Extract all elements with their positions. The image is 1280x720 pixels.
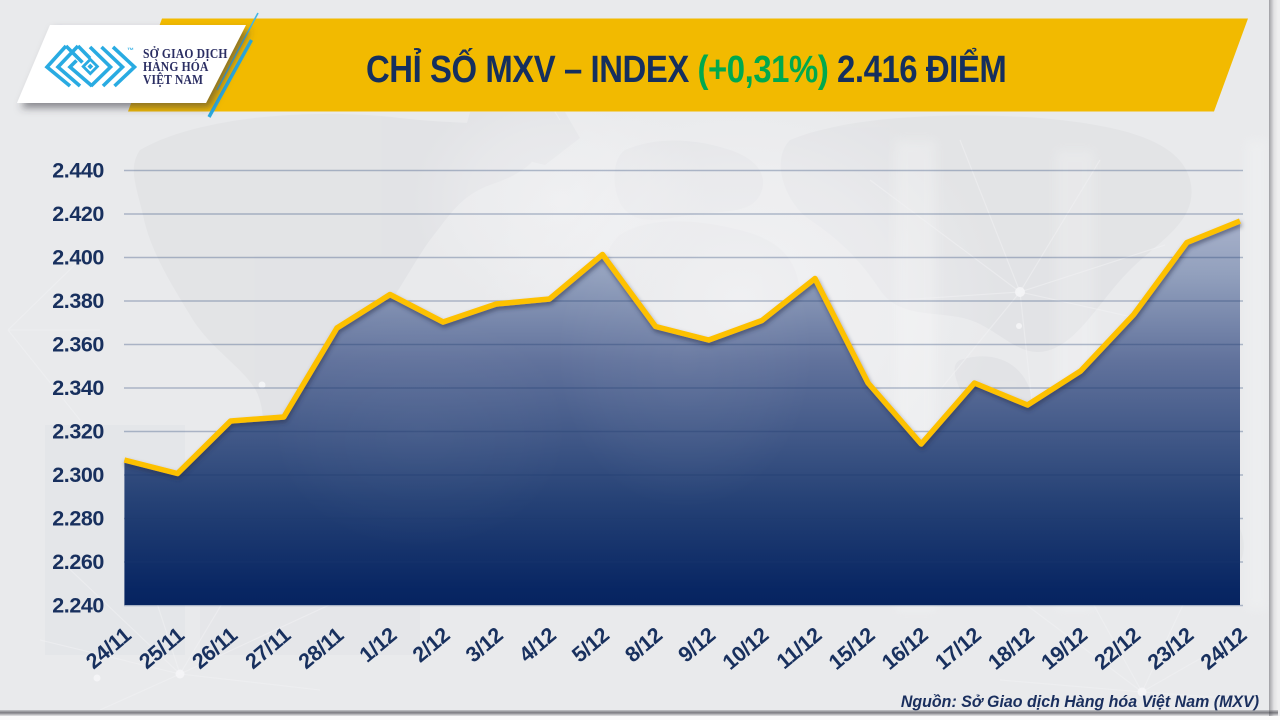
svg-text:2.260: 2.260 xyxy=(52,550,104,574)
svg-text:11/12: 11/12 xyxy=(772,623,827,674)
svg-text:10/12: 10/12 xyxy=(718,623,773,675)
svg-text:8/12: 8/12 xyxy=(621,623,668,668)
svg-text:9/12: 9/12 xyxy=(674,623,721,668)
svg-text:2.420: 2.420 xyxy=(52,202,104,226)
svg-text:26/11: 26/11 xyxy=(188,623,243,674)
svg-text:5/12: 5/12 xyxy=(567,623,614,668)
svg-text:22/12: 22/12 xyxy=(1090,623,1145,675)
svg-text:24/11: 24/11 xyxy=(81,623,136,674)
svg-text:2.380: 2.380 xyxy=(52,289,104,313)
svg-text:15/12: 15/12 xyxy=(824,623,879,675)
svg-text:2.340: 2.340 xyxy=(52,376,104,400)
svg-text:25/11: 25/11 xyxy=(135,623,190,674)
svg-text:2.400: 2.400 xyxy=(52,246,104,270)
svg-text:28/11: 28/11 xyxy=(294,623,349,674)
svg-text:24/12: 24/12 xyxy=(1196,623,1251,675)
svg-text:2.240: 2.240 xyxy=(52,594,104,618)
svg-text:™: ™ xyxy=(127,48,134,55)
svg-text:16/12: 16/12 xyxy=(877,623,932,675)
svg-text:2.300: 2.300 xyxy=(52,463,104,487)
svg-text:19/12: 19/12 xyxy=(1037,623,1092,675)
svg-text:1/12: 1/12 xyxy=(355,623,402,668)
svg-text:4/12: 4/12 xyxy=(514,623,561,668)
svg-text:2.320: 2.320 xyxy=(52,420,104,444)
svg-text:23/12: 23/12 xyxy=(1143,623,1198,675)
svg-text:17/12: 17/12 xyxy=(930,623,985,675)
svg-text:2.360: 2.360 xyxy=(52,333,104,357)
svg-text:2.280: 2.280 xyxy=(52,507,104,531)
svg-text:3/12: 3/12 xyxy=(461,623,508,668)
svg-text:27/11: 27/11 xyxy=(241,623,296,674)
svg-text:18/12: 18/12 xyxy=(984,623,1039,675)
svg-text:2/12: 2/12 xyxy=(408,623,455,668)
svg-text:2.440: 2.440 xyxy=(52,159,104,183)
